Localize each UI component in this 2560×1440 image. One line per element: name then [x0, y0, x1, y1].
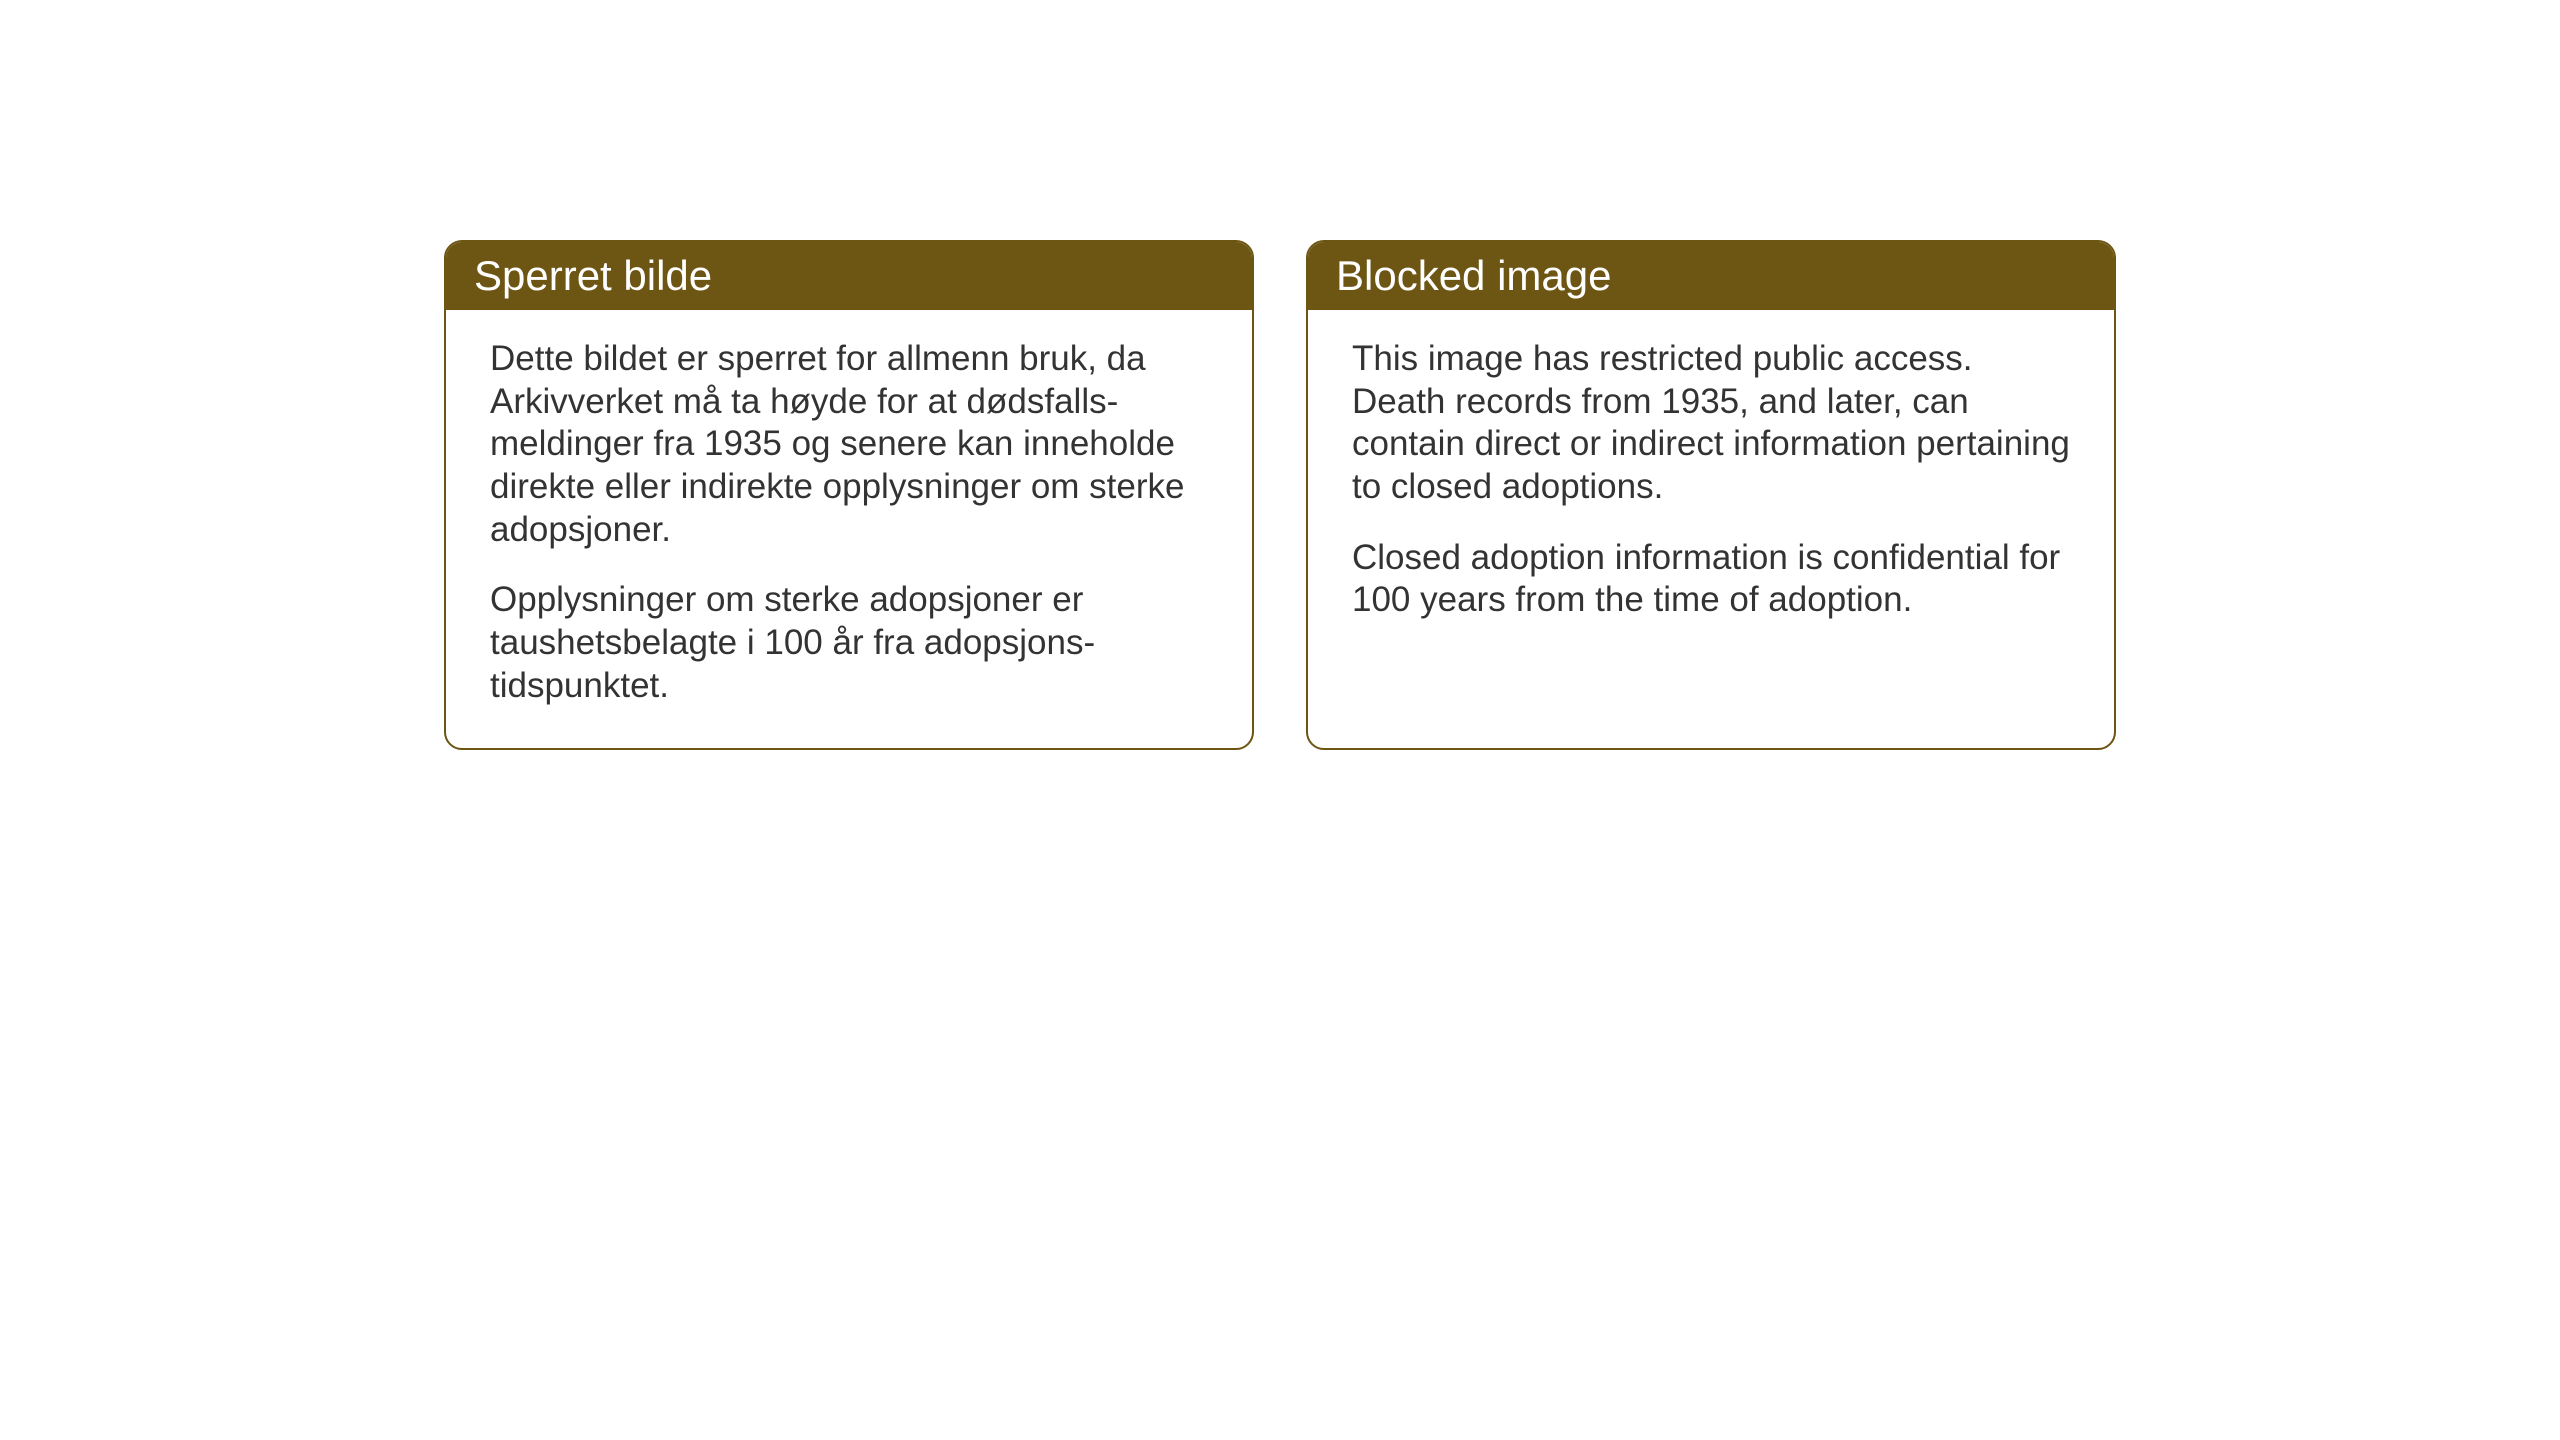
norwegian-card-title: Sperret bilde [446, 242, 1252, 310]
norwegian-card-body: Dette bildet er sperret for allmenn bruk… [446, 310, 1252, 748]
norwegian-notice-card: Sperret bilde Dette bildet er sperret fo… [444, 240, 1254, 750]
notice-container: Sperret bilde Dette bildet er sperret fo… [444, 240, 2116, 750]
english-paragraph-2: Closed adoption information is confident… [1352, 537, 2070, 622]
english-card-body: This image has restricted public access.… [1308, 310, 2114, 662]
norwegian-paragraph-1: Dette bildet er sperret for allmenn bruk… [490, 338, 1208, 551]
english-notice-card: Blocked image This image has restricted … [1306, 240, 2116, 750]
norwegian-paragraph-2: Opplysninger om sterke adopsjoner er tau… [490, 579, 1208, 707]
english-card-title: Blocked image [1308, 242, 2114, 310]
english-paragraph-1: This image has restricted public access.… [1352, 338, 2070, 509]
